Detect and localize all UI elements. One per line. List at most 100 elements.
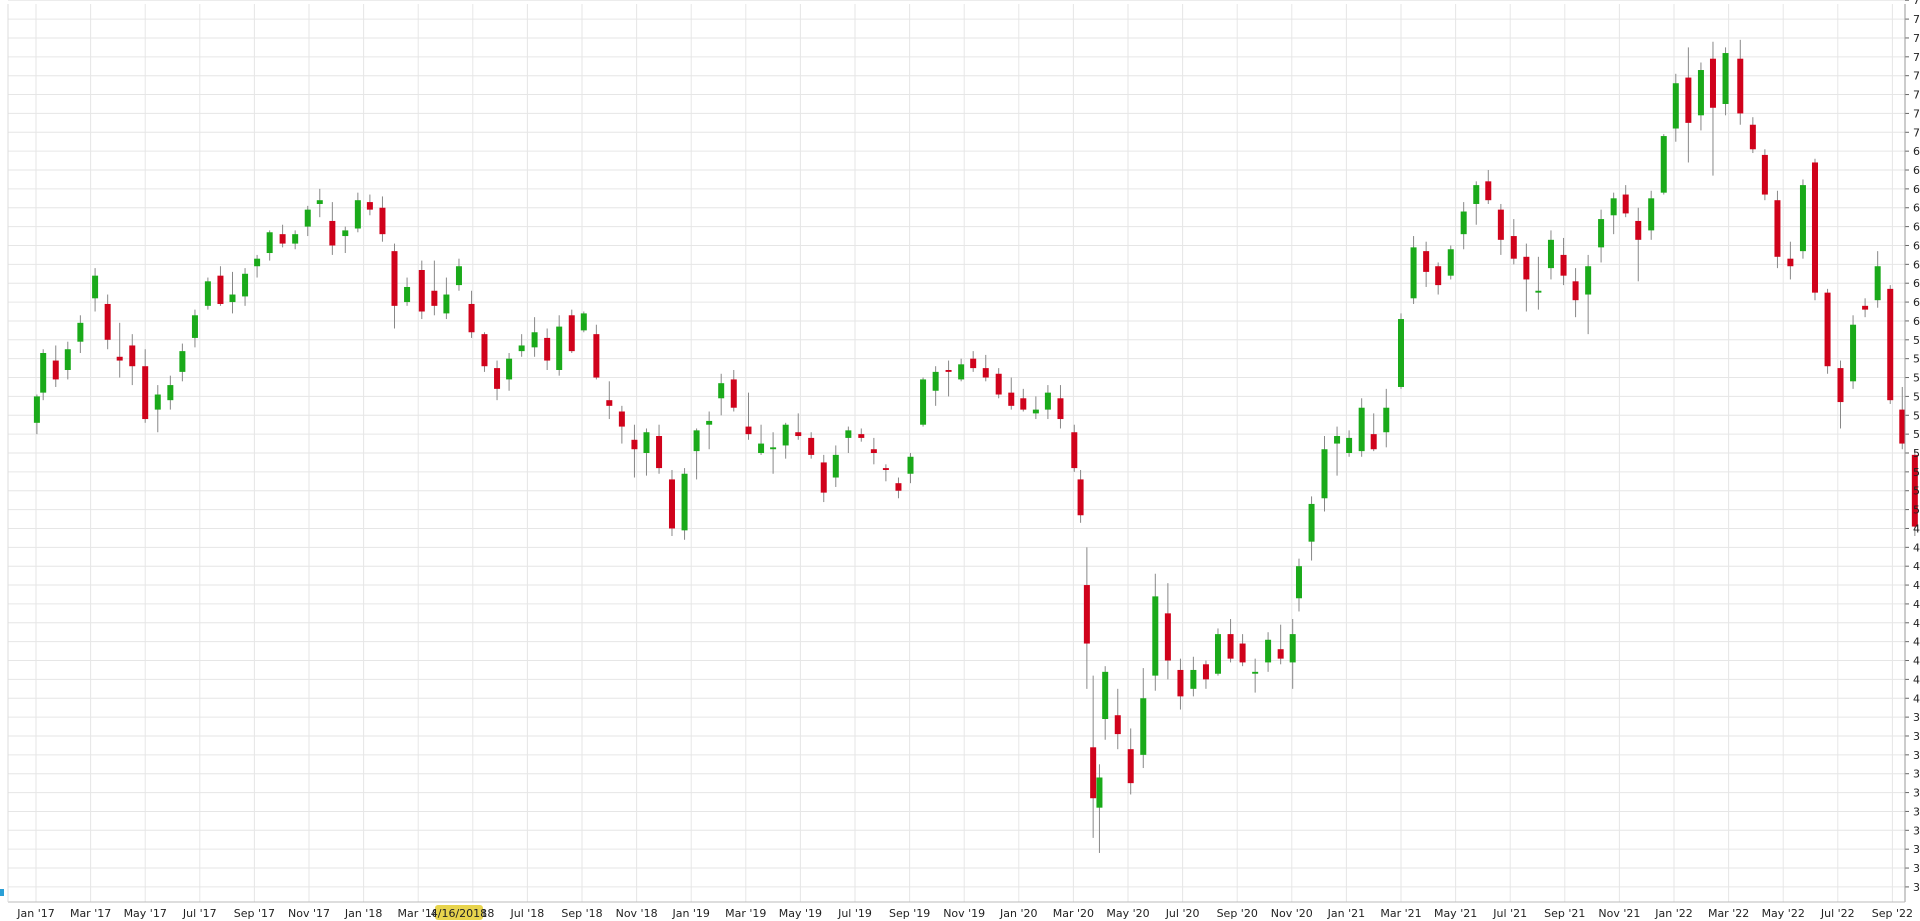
candle[interactable] (656, 424, 663, 474)
candle[interactable] (907, 453, 914, 484)
candle[interactable] (606, 381, 613, 420)
candle[interactable] (932, 366, 939, 406)
candle[interactable] (1598, 209, 1605, 263)
candle[interactable] (970, 351, 977, 372)
candle[interactable] (1824, 288, 1831, 374)
candle[interactable] (945, 360, 952, 397)
candle[interactable] (468, 290, 475, 338)
candle[interactable] (1850, 315, 1857, 389)
candle[interactable] (1610, 192, 1617, 235)
candle[interactable] (1398, 313, 1404, 389)
candle[interactable] (1547, 230, 1554, 280)
candle[interactable] (443, 277, 450, 320)
candle[interactable] (706, 411, 713, 450)
candle[interactable] (718, 373, 725, 416)
candle[interactable] (995, 368, 1002, 399)
candle[interactable] (129, 334, 136, 386)
candle[interactable] (1308, 496, 1315, 561)
candle[interactable] (643, 428, 650, 476)
candle[interactable] (316, 188, 323, 218)
candle[interactable] (1423, 241, 1430, 287)
candle[interactable] (693, 428, 700, 480)
candle[interactable] (1737, 39, 1744, 125)
candle[interactable] (1277, 624, 1284, 665)
candle[interactable] (1709, 41, 1716, 176)
candle[interactable] (1473, 181, 1480, 225)
candle[interactable] (204, 277, 211, 310)
candle[interactable] (618, 405, 625, 444)
candle[interactable] (1265, 632, 1272, 672)
candle[interactable] (1722, 47, 1729, 116)
candle[interactable] (354, 192, 361, 233)
candle[interactable] (64, 341, 71, 380)
candle[interactable] (568, 309, 575, 354)
candle[interactable] (1020, 388, 1027, 412)
candle[interactable] (1214, 628, 1221, 676)
candle[interactable] (1358, 398, 1365, 457)
candle[interactable] (92, 268, 99, 312)
candle[interactable] (1460, 202, 1467, 250)
candle[interactable] (481, 332, 488, 372)
candle[interactable] (808, 432, 815, 459)
candle[interactable] (455, 258, 462, 291)
candle[interactable] (1749, 117, 1756, 154)
scroll-handle[interactable] (0, 889, 4, 896)
candle[interactable] (1697, 62, 1704, 131)
candle[interactable] (1497, 203, 1504, 255)
candle[interactable] (1447, 245, 1454, 280)
candle[interactable] (1252, 658, 1259, 693)
candle[interactable] (845, 426, 852, 453)
candle[interactable] (1077, 469, 1084, 523)
candle[interactable] (1761, 149, 1768, 201)
candle[interactable] (1648, 190, 1655, 240)
candle[interactable] (1239, 634, 1246, 667)
candle[interactable] (254, 254, 261, 278)
candle[interactable] (1799, 179, 1806, 259)
candle[interactable] (1140, 668, 1147, 769)
candle[interactable] (820, 454, 827, 503)
candle[interactable] (544, 328, 551, 370)
candle[interactable] (580, 311, 587, 333)
candle[interactable] (631, 424, 638, 478)
candle[interactable] (229, 271, 236, 314)
candle[interactable] (391, 243, 398, 329)
candle[interactable] (104, 294, 111, 350)
candle[interactable] (770, 432, 777, 474)
candle[interactable] (1572, 268, 1579, 318)
candle[interactable] (279, 224, 286, 248)
candle[interactable] (1774, 190, 1781, 269)
candle[interactable] (1334, 426, 1341, 476)
candle[interactable] (1008, 377, 1015, 410)
candle[interactable] (920, 377, 927, 427)
candle[interactable] (116, 322, 123, 378)
candle[interactable] (1685, 47, 1692, 163)
candle[interactable] (958, 358, 965, 382)
candle[interactable] (745, 392, 752, 440)
candle[interactable] (1190, 656, 1197, 697)
candle[interactable] (1044, 385, 1051, 420)
candle[interactable] (1090, 675, 1097, 838)
candle[interactable] (556, 315, 563, 376)
candle[interactable] (782, 422, 789, 459)
candle[interactable] (242, 268, 249, 306)
candle[interactable] (518, 334, 525, 357)
candle[interactable] (431, 260, 438, 316)
candle[interactable] (1383, 388, 1390, 448)
candle[interactable] (795, 413, 802, 440)
candle[interactable] (1672, 73, 1679, 142)
candle[interactable] (1057, 385, 1064, 429)
candle[interactable] (1295, 558, 1302, 612)
candle[interactable] (33, 394, 40, 435)
candle[interactable] (266, 230, 273, 261)
candle[interactable] (179, 343, 186, 382)
candle[interactable] (167, 375, 174, 410)
candle[interactable] (1114, 688, 1121, 750)
candle[interactable] (1560, 237, 1567, 286)
candle[interactable] (758, 424, 765, 455)
candle[interactable] (1485, 170, 1492, 204)
candle[interactable] (1523, 243, 1530, 312)
candle[interactable] (1811, 158, 1818, 301)
candle[interactable] (531, 317, 538, 357)
